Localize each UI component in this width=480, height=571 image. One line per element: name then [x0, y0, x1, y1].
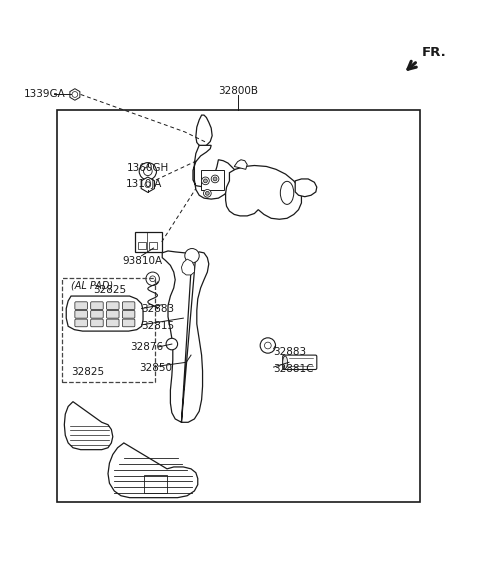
- Text: (AL PAD): (AL PAD): [71, 280, 113, 291]
- FancyBboxPatch shape: [107, 311, 119, 318]
- Bar: [149, 242, 157, 249]
- FancyBboxPatch shape: [107, 319, 119, 327]
- Polygon shape: [226, 166, 301, 219]
- FancyBboxPatch shape: [122, 311, 135, 318]
- Circle shape: [144, 167, 152, 175]
- Circle shape: [213, 177, 217, 181]
- FancyBboxPatch shape: [283, 355, 317, 369]
- Circle shape: [185, 248, 199, 263]
- FancyBboxPatch shape: [75, 302, 87, 309]
- Polygon shape: [234, 160, 247, 170]
- Polygon shape: [295, 179, 317, 196]
- Bar: [138, 242, 146, 249]
- Bar: [57, 110, 420, 501]
- Circle shape: [150, 276, 156, 282]
- Bar: [135, 232, 162, 252]
- Polygon shape: [181, 259, 194, 275]
- Text: FR.: FR.: [421, 46, 446, 59]
- FancyBboxPatch shape: [107, 302, 119, 309]
- Text: 32883: 32883: [274, 347, 307, 357]
- Circle shape: [260, 338, 276, 353]
- Polygon shape: [193, 146, 235, 199]
- FancyBboxPatch shape: [75, 319, 87, 327]
- FancyBboxPatch shape: [91, 311, 103, 318]
- Ellipse shape: [280, 182, 294, 204]
- Circle shape: [166, 338, 178, 350]
- Polygon shape: [196, 115, 212, 146]
- FancyBboxPatch shape: [122, 302, 135, 309]
- Circle shape: [72, 91, 78, 97]
- Bar: [62, 278, 155, 383]
- Circle shape: [204, 179, 207, 183]
- Text: 1360GH: 1360GH: [127, 163, 169, 173]
- Text: 32883: 32883: [142, 304, 175, 313]
- FancyBboxPatch shape: [91, 302, 103, 309]
- Text: 32881C: 32881C: [274, 364, 314, 374]
- Text: 32876: 32876: [131, 342, 164, 352]
- FancyBboxPatch shape: [75, 311, 87, 318]
- Text: 32850: 32850: [139, 363, 172, 373]
- Text: 93810A: 93810A: [122, 256, 163, 267]
- Polygon shape: [64, 401, 113, 449]
- Circle shape: [146, 272, 159, 286]
- Circle shape: [145, 182, 151, 188]
- Polygon shape: [108, 443, 198, 498]
- Polygon shape: [66, 296, 143, 331]
- Bar: [144, 475, 167, 493]
- FancyBboxPatch shape: [122, 319, 135, 327]
- Circle shape: [264, 342, 271, 349]
- Circle shape: [204, 190, 211, 197]
- Text: 32815: 32815: [142, 321, 175, 331]
- Circle shape: [139, 163, 156, 180]
- Text: 32825: 32825: [71, 367, 104, 377]
- Circle shape: [205, 191, 209, 195]
- Ellipse shape: [283, 356, 288, 368]
- Polygon shape: [162, 251, 209, 423]
- Text: 32800B: 32800B: [218, 86, 258, 96]
- Text: 32825: 32825: [94, 286, 127, 295]
- Text: 1310JA: 1310JA: [126, 179, 162, 189]
- Text: 1339GA: 1339GA: [24, 90, 66, 99]
- Circle shape: [202, 177, 209, 184]
- Bar: [201, 170, 224, 191]
- Circle shape: [211, 175, 219, 183]
- FancyBboxPatch shape: [91, 319, 103, 327]
